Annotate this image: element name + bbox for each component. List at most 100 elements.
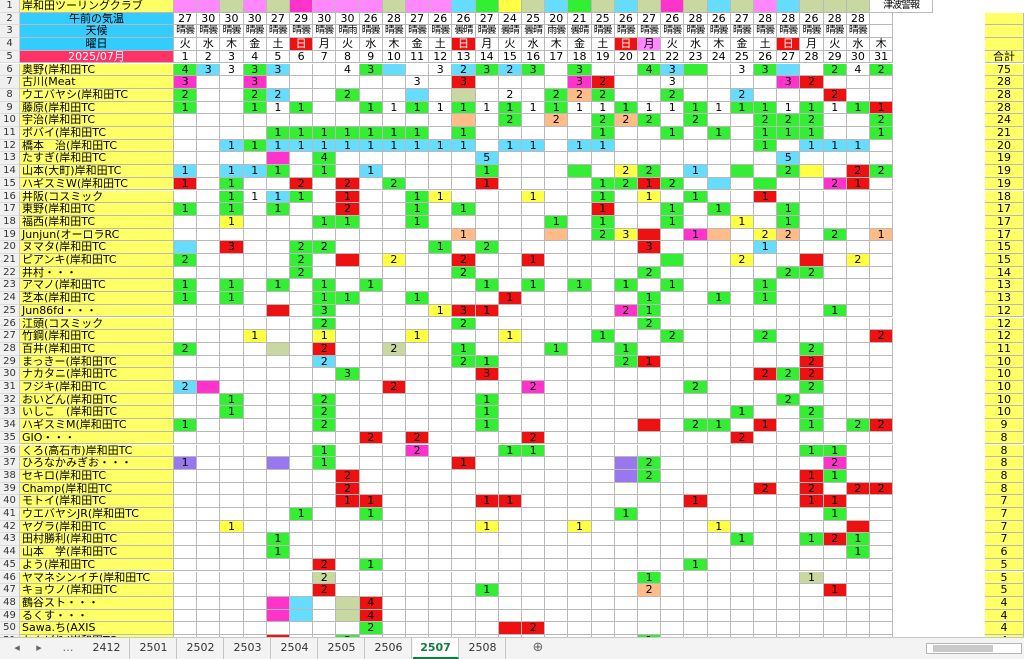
attendance-cell[interactable] <box>707 635 731 637</box>
attendance-cell[interactable] <box>707 596 731 610</box>
attendance-cell[interactable] <box>220 469 244 483</box>
attendance-cell[interactable] <box>800 63 824 77</box>
attendance-cell[interactable]: 1 <box>359 558 383 572</box>
attendance-cell[interactable] <box>220 622 244 635</box>
attendance-cell[interactable] <box>614 482 638 496</box>
attendance-cell[interactable] <box>800 609 824 623</box>
attendance-cell[interactable] <box>522 609 546 623</box>
weekday-cell[interactable]: 木 <box>545 38 569 51</box>
attendance-cell[interactable]: 1 <box>313 215 337 229</box>
attendance-cell[interactable]: 2 <box>800 406 824 420</box>
attendance-cell[interactable] <box>290 279 314 293</box>
weather-cell[interactable]: 晴曇 <box>266 25 290 39</box>
attendance-cell[interactable] <box>568 266 592 280</box>
attendance-cell[interactable] <box>614 495 638 508</box>
attendance-cell[interactable] <box>382 457 406 470</box>
attendance-cell[interactable] <box>730 495 754 508</box>
attendance-cell[interactable] <box>498 203 522 216</box>
attendance-cell[interactable] <box>429 609 453 623</box>
attendance-cell[interactable] <box>800 520 824 534</box>
attendance-cell[interactable]: 2 <box>870 63 894 77</box>
attendance-cell[interactable] <box>290 444 314 458</box>
member-name[interactable]: ハギスミM(岸和田TC <box>20 419 174 432</box>
attendance-cell[interactable] <box>429 228 453 242</box>
row-header[interactable]: 27 <box>0 330 20 343</box>
attendance-cell[interactable] <box>730 114 754 127</box>
attendance-cell[interactable] <box>406 355 430 369</box>
attendance-cell[interactable] <box>591 508 615 521</box>
temp-cell[interactable]: 27 <box>475 12 499 26</box>
attendance-cell[interactable] <box>846 558 870 572</box>
attendance-cell[interactable]: 2 <box>777 368 801 381</box>
attendance-cell[interactable]: 1 <box>591 127 615 140</box>
row-header[interactable]: 32 <box>0 393 20 407</box>
attendance-cell[interactable]: 1 <box>243 330 267 343</box>
attendance-cell[interactable]: 1 <box>777 127 801 140</box>
weekday-cell[interactable]: 土 <box>429 38 453 51</box>
attendance-cell[interactable] <box>406 596 430 610</box>
attendance-cell[interactable] <box>522 355 546 369</box>
attendance-cell[interactable] <box>243 520 267 534</box>
attendance-cell[interactable]: 1 <box>522 139 546 153</box>
attendance-cell[interactable] <box>870 444 894 458</box>
total-header-cell[interactable] <box>985 38 1024 51</box>
attendance-cell[interactable] <box>661 152 685 166</box>
attendance-cell[interactable] <box>498 546 522 559</box>
attendance-cell[interactable] <box>266 177 290 191</box>
attendance-cell[interactable] <box>870 215 894 229</box>
attendance-cell[interactable] <box>870 266 894 280</box>
row-header[interactable]: 41 <box>0 508 20 521</box>
attendance-cell[interactable]: 2 <box>313 342 337 356</box>
attendance-cell[interactable] <box>290 584 314 597</box>
attendance-cell[interactable] <box>266 406 290 420</box>
attendance-cell[interactable] <box>429 558 453 572</box>
attendance-cell[interactable] <box>545 203 569 216</box>
more-tabs-icon[interactable]: … <box>62 641 74 654</box>
member-name[interactable]: 竹鋼(岸和田TC <box>20 330 174 343</box>
member-total[interactable]: 7 <box>985 495 1024 508</box>
attendance-cell[interactable] <box>591 317 615 331</box>
attendance-cell[interactable] <box>638 406 662 420</box>
attendance-cell[interactable] <box>522 114 546 127</box>
attendance-cell[interactable] <box>359 330 383 343</box>
attendance-cell[interactable] <box>568 444 592 458</box>
attendance-cell[interactable] <box>313 508 337 521</box>
attendance-cell[interactable] <box>336 584 360 597</box>
attendance-cell[interactable] <box>266 355 290 369</box>
attendance-cell[interactable] <box>870 609 894 623</box>
attendance-cell[interactable]: 1 <box>406 215 430 229</box>
attendance-cell[interactable]: 1 <box>220 279 244 293</box>
attendance-cell[interactable] <box>777 508 801 521</box>
attendance-cell[interactable] <box>823 546 847 559</box>
attendance-cell[interactable]: 1 <box>475 393 499 407</box>
attendance-cell[interactable]: 1 <box>591 330 615 343</box>
attendance-cell[interactable]: 2 <box>591 88 615 102</box>
attendance-cell[interactable] <box>220 444 244 458</box>
attendance-cell[interactable] <box>522 571 546 585</box>
attendance-cell[interactable] <box>754 393 778 407</box>
attendance-cell[interactable] <box>475 215 499 229</box>
weather-cell[interactable]: 晴曇 <box>800 25 824 39</box>
weather-cell[interactable] <box>870 25 894 39</box>
attendance-cell[interactable]: 2 <box>661 177 685 191</box>
attendance-cell[interactable]: 1 <box>174 203 198 216</box>
attendance-cell[interactable] <box>475 533 499 547</box>
row-header[interactable]: 46 <box>0 571 20 585</box>
weekday-cell[interactable]: 日 <box>290 38 314 51</box>
attendance-cell[interactable]: 1 <box>174 101 198 115</box>
attendance-cell[interactable] <box>614 88 638 102</box>
attendance-cell[interactable] <box>498 241 522 254</box>
attendance-cell[interactable] <box>730 304 754 318</box>
attendance-cell[interactable] <box>777 482 801 496</box>
attendance-cell[interactable]: 2 <box>313 419 337 432</box>
temp-cell[interactable]: 30 <box>197 12 221 26</box>
attendance-cell[interactable] <box>614 127 638 140</box>
attendance-cell[interactable]: 2 <box>800 381 824 394</box>
weekday-cell[interactable]: 木 <box>707 38 731 51</box>
attendance-cell[interactable] <box>197 266 221 280</box>
member-total[interactable]: 4 <box>985 622 1024 635</box>
attendance-cell[interactable] <box>475 254 499 267</box>
attendance-cell[interactable] <box>197 165 221 178</box>
weather-cell[interactable]: 晴曇 <box>359 25 383 39</box>
attendance-cell[interactable] <box>661 190 685 204</box>
